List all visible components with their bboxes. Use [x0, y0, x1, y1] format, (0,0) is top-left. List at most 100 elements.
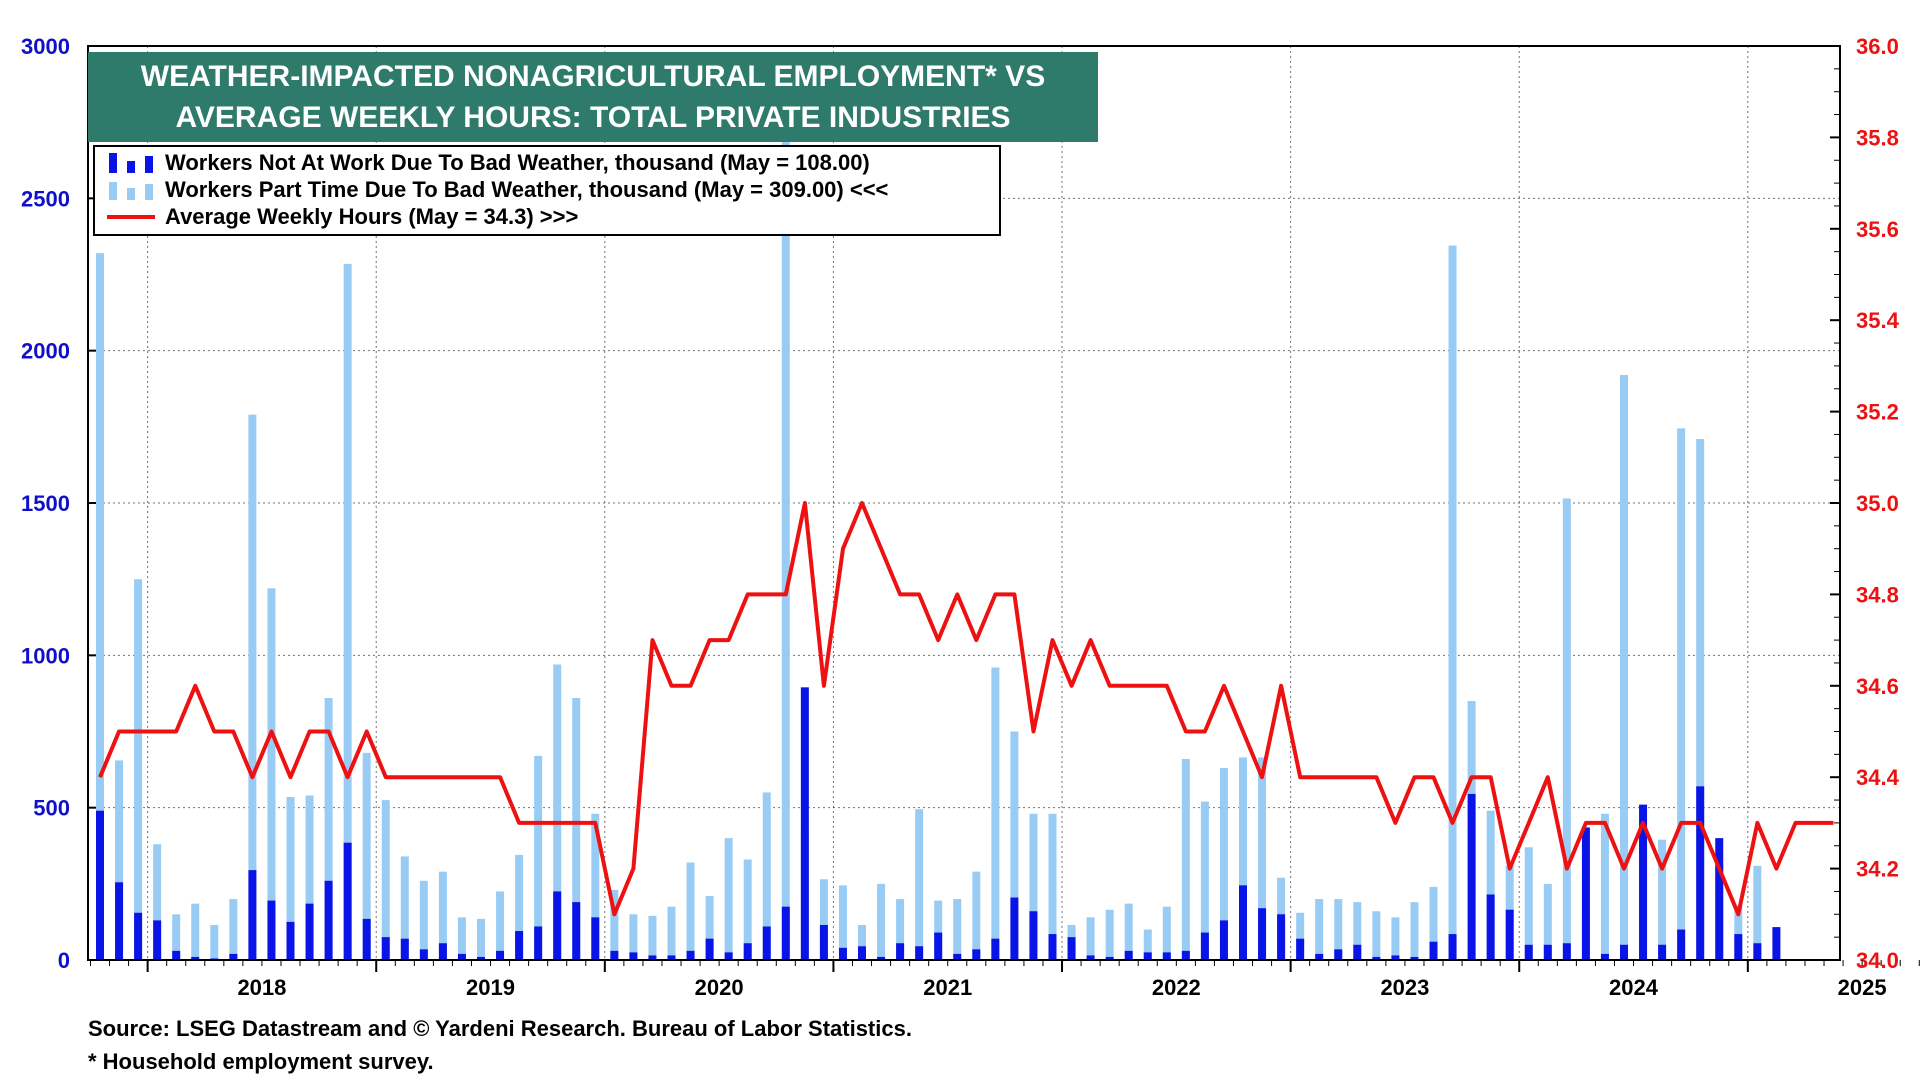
- not-at-work-bar: [667, 955, 676, 960]
- not-at-work-bar: [1372, 956, 1381, 960]
- not-at-work-bar: [438, 943, 447, 960]
- x-tick-label: 2021: [923, 975, 972, 1000]
- part-time-bar: [1448, 245, 1457, 961]
- part-time-bar: [972, 871, 981, 960]
- part-time-bar: [1734, 905, 1743, 960]
- part-time-bar: [400, 856, 409, 960]
- part-time-bar: [781, 137, 790, 960]
- not-at-work-bar: [629, 952, 638, 960]
- part-time-bar: [1620, 375, 1628, 960]
- part-time-bar: [1486, 810, 1495, 960]
- x-tick-label: 2018: [237, 975, 286, 1000]
- part-time-bar: [1181, 758, 1190, 960]
- not-at-work-bar: [1410, 956, 1419, 960]
- right-tick-label: 34.8: [1856, 582, 1899, 607]
- part-time-bar: [1029, 813, 1038, 960]
- part-time-bar: [667, 906, 676, 960]
- part-time-bar: [1543, 883, 1552, 960]
- part-time-bar: [991, 667, 1000, 960]
- not-at-work-bar: [724, 952, 733, 960]
- part-time-bar: [1677, 428, 1686, 960]
- right-tick-label: 36.0: [1856, 34, 1899, 59]
- part-time-bar: [191, 903, 200, 960]
- left-tick-label: 1000: [21, 643, 70, 668]
- part-time-bar: [1105, 909, 1114, 960]
- not-at-work-bar: [972, 949, 981, 960]
- not-at-work-bar: [534, 926, 543, 960]
- not-at-work-bar: [286, 921, 295, 960]
- x-axis-ticks: 2018 2019 2020 2021 2022 2023 2024 2025: [89, 960, 1920, 1000]
- right-tick-label: 35.4: [1856, 308, 1900, 333]
- part-time-bar: [267, 588, 276, 960]
- part-time-bar: [572, 697, 581, 960]
- part-time-bar: [438, 871, 447, 960]
- left-axis-ticks: 0 500 1000 1500 2000 2500 3000: [21, 34, 96, 973]
- part-time-bar: [286, 797, 295, 960]
- not-at-work-bar: [96, 810, 104, 960]
- x-tick-label: 2025: [1838, 975, 1887, 1000]
- not-at-work-bar: [762, 926, 771, 960]
- not-at-work-bar: [1562, 943, 1571, 960]
- not-at-work-bar: [838, 947, 847, 960]
- part-time-bar: [610, 889, 619, 960]
- part-time-bar: [743, 859, 752, 960]
- right-axis-ticks: 34.0 34.2 34.4 34.6 34.8 35.0 35.2 35.4 35.6 35.8…: [1830, 34, 1900, 973]
- left-tick-label: 500: [33, 796, 70, 821]
- not-at-work-bar: [267, 900, 276, 960]
- part-time-bar: [324, 697, 333, 960]
- not-at-work-bar: [1277, 914, 1286, 960]
- not-at-work-bar: [610, 950, 619, 960]
- part-time-bar: [1219, 768, 1228, 960]
- part-time-bar: [1048, 813, 1057, 960]
- part-time-bar: [838, 885, 847, 960]
- not-at-work-bar: [1772, 927, 1781, 960]
- part-time-bar: [305, 795, 314, 960]
- part-time-bar: [1315, 899, 1324, 960]
- part-time-bar: [1753, 865, 1762, 960]
- part-time-bar: [1143, 929, 1152, 960]
- chart-title-line-2: AVERAGE WEEKLY HOURS: TOTAL PRIVATE INDU…: [175, 101, 1011, 134]
- not-at-work-bar: [915, 946, 924, 960]
- not-at-work-bar: [591, 917, 600, 960]
- not-at-work-bar: [1505, 909, 1514, 960]
- chart-title: WEATHER-IMPACTED NONAGRICULTURAL EMPLOYM…: [88, 52, 1098, 142]
- part-time-bar: [248, 414, 257, 960]
- right-tick-label: 35.2: [1856, 400, 1899, 425]
- not-at-work-bar: [1734, 934, 1743, 960]
- part-time-bar: [953, 899, 962, 960]
- not-at-work-bar: [705, 938, 714, 960]
- not-at-work-bar: [858, 946, 866, 960]
- part-time-bar: [1372, 911, 1381, 960]
- part-time-bar: [381, 800, 390, 960]
- not-at-work-bar: [1448, 934, 1457, 960]
- not-at-work-bar: [1581, 827, 1590, 960]
- part-time-bar: [1353, 902, 1362, 960]
- part-time-bar: [534, 755, 543, 960]
- left-tick-label: 2000: [21, 339, 70, 364]
- not-at-work-bar: [934, 932, 943, 960]
- part-time-bar: [210, 924, 219, 960]
- part-time-bar: [477, 918, 485, 960]
- part-time-bar: [172, 914, 181, 960]
- not-at-work-bar: [686, 950, 695, 960]
- not-at-work-bar: [648, 955, 657, 960]
- not-at-work-bar: [419, 949, 428, 960]
- part-time-bar: [934, 900, 943, 960]
- part-time-bar: [134, 579, 143, 960]
- right-tick-label: 34.4: [1856, 765, 1900, 790]
- not-at-work-bar: [1467, 793, 1476, 960]
- part-time-bar: [1258, 757, 1267, 960]
- not-at-work-bar: [743, 943, 752, 960]
- not-at-work-bar: [896, 943, 905, 960]
- not-at-work-bar: [781, 906, 790, 960]
- part-time-bar: [1086, 917, 1095, 960]
- not-at-work-bar: [1258, 908, 1267, 960]
- part-time-bar: [1562, 498, 1571, 960]
- left-tick-label: 1500: [21, 491, 70, 516]
- right-tick-label: 35.6: [1856, 217, 1899, 242]
- not-at-work-bar: [515, 931, 524, 960]
- not-at-work-bar: [477, 956, 485, 960]
- not-at-work-bar: [1620, 944, 1628, 960]
- not-at-work-bar: [1753, 943, 1762, 960]
- not-at-work-bar: [324, 880, 333, 960]
